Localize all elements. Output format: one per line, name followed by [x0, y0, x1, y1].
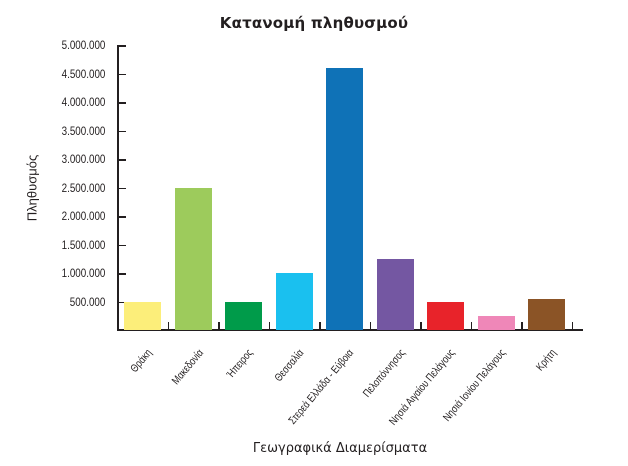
chart-title: Κατανομή πληθυσμού — [219, 14, 409, 32]
y-tick-label: 1.000.000 — [61, 266, 105, 280]
y-tick-label: 500.000 — [69, 294, 105, 309]
x-tick — [369, 322, 371, 330]
y-tick — [117, 301, 126, 303]
y-tick-label: 1.500.000 — [61, 237, 105, 252]
bar — [477, 315, 515, 330]
y-tick-label: 4.000.000 — [61, 95, 105, 109]
y-tick-label: 2.500.000 — [61, 180, 105, 195]
bar — [376, 258, 414, 330]
y-tick — [117, 130, 126, 132]
bar — [225, 301, 262, 330]
x-axis-label: Γεωγραφικά Διαμερίσματα — [252, 441, 428, 456]
plot-area: 500.000 1.000.000 1.500.000 2.000.000 2.500.… — [61, 38, 583, 428]
y-axis-label: Πληθυσμός — [24, 154, 40, 222]
x-category-label: Μακεδονία — [169, 347, 206, 388]
x-tick — [218, 322, 220, 330]
bar — [275, 273, 313, 330]
x-tick — [571, 322, 573, 330]
y-tick — [117, 159, 126, 161]
bar — [174, 187, 212, 330]
x-category-label: Θεσσαλία — [272, 347, 306, 385]
x-tick — [420, 322, 422, 330]
x-tick — [319, 322, 321, 330]
x-tick — [167, 322, 169, 330]
x-category-label: Ήπειρος — [224, 347, 256, 381]
y-tick — [117, 102, 126, 104]
x-tick — [470, 322, 472, 330]
bar — [326, 67, 363, 330]
y-tick-label: 4.500.000 — [61, 66, 105, 81]
bar — [124, 301, 161, 330]
x-category-label: Κρήτη — [534, 347, 559, 374]
x-category-label: Θράκη — [128, 347, 155, 375]
x-tick — [521, 322, 523, 330]
x-tick — [268, 322, 270, 330]
y-tick-label: 3.500.000 — [61, 123, 105, 138]
y-tick — [117, 45, 126, 47]
y-tick — [117, 216, 126, 218]
y-tick — [117, 187, 126, 189]
y-tick — [117, 244, 126, 246]
y-tick-label: 2.000.000 — [61, 209, 105, 223]
bar — [528, 298, 565, 330]
y-tick-label: 3.000.000 — [61, 152, 105, 166]
y-tick — [117, 73, 126, 75]
y-tick — [117, 273, 126, 275]
y-tick-label: 5.000.000 — [61, 38, 105, 52]
bar — [427, 301, 464, 330]
x-category-label: Πελοπόννησος — [360, 347, 408, 400]
